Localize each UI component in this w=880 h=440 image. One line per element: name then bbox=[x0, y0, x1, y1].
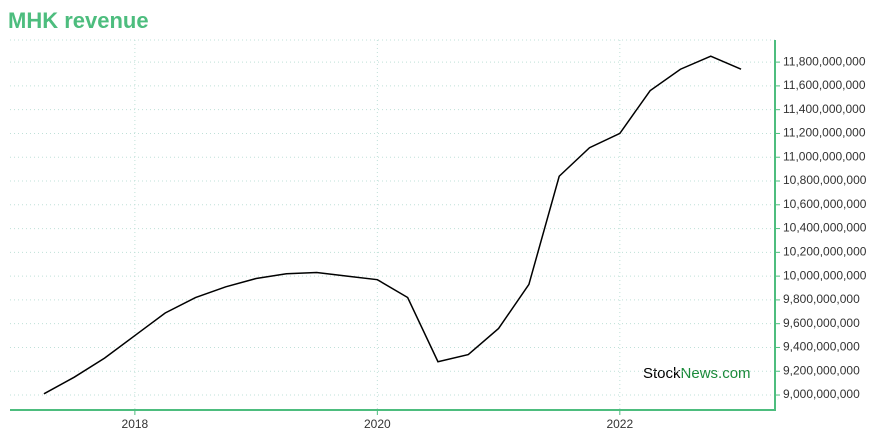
watermark-part: News.com bbox=[681, 365, 751, 382]
y-tick-label: 11,400,000,000 bbox=[783, 102, 866, 116]
watermark-part: Stock bbox=[643, 365, 681, 382]
y-tick-label: 10,200,000,000 bbox=[783, 245, 867, 259]
y-tick-label: 11,800,000,000 bbox=[783, 54, 866, 68]
watermark: StockNews.com bbox=[643, 365, 751, 382]
y-tick-label: 9,600,000,000 bbox=[783, 316, 860, 330]
y-tick-label: 11,200,000,000 bbox=[783, 126, 866, 140]
y-tick-label: 10,600,000,000 bbox=[783, 197, 867, 211]
x-tick-label: 2018 bbox=[122, 417, 149, 431]
x-tick-label: 2020 bbox=[364, 417, 391, 431]
chart-title: MHK revenue bbox=[8, 8, 149, 33]
y-tick-label: 11,000,000,000 bbox=[783, 149, 866, 163]
x-tick-label: 2022 bbox=[606, 417, 633, 431]
y-tick-label: 9,800,000,000 bbox=[783, 292, 860, 306]
y-tick-label: 11,600,000,000 bbox=[783, 78, 866, 92]
y-tick-label: 10,000,000,000 bbox=[783, 268, 867, 282]
y-tick-label: 10,800,000,000 bbox=[783, 173, 867, 187]
y-tick-label: 9,400,000,000 bbox=[783, 340, 860, 354]
y-tick-label: 10,400,000,000 bbox=[783, 221, 867, 235]
y-tick-label: 9,000,000,000 bbox=[783, 387, 860, 401]
y-tick-label: 9,200,000,000 bbox=[783, 363, 860, 377]
line-series bbox=[43, 55, 742, 395]
